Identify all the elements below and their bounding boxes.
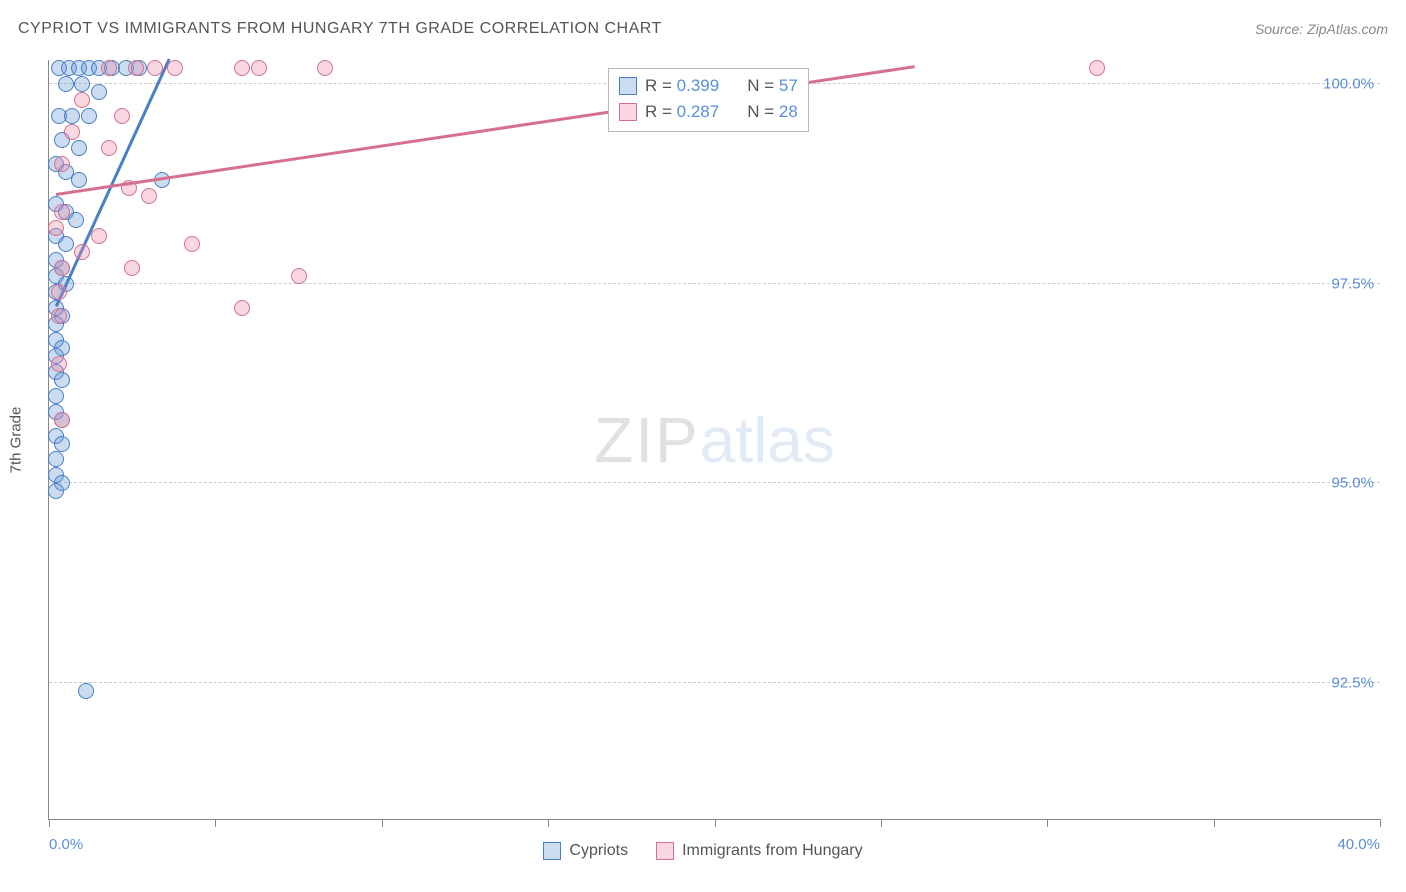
scatter-point [234, 60, 250, 76]
stats-box: R = 0.399 N = 57 R = 0.287 N = 28 [608, 68, 809, 132]
x-tick [49, 819, 50, 827]
scatter-plot: ZIPatlas 92.5%95.0%97.5%100.0%0.0%40.0%R… [48, 60, 1380, 820]
scatter-point [74, 244, 90, 260]
scatter-point [68, 212, 84, 228]
scatter-point [58, 76, 74, 92]
scatter-point [51, 284, 67, 300]
scatter-point [74, 92, 90, 108]
stats-r-label: R = 0.399 [645, 76, 719, 96]
scatter-point [141, 188, 157, 204]
scatter-point [54, 204, 70, 220]
stats-n-label: N = 28 [747, 102, 798, 122]
scatter-point [54, 372, 70, 388]
scatter-point [234, 300, 250, 316]
stats-n-label: N = 57 [747, 76, 798, 96]
scatter-point [54, 412, 70, 428]
scatter-point [51, 308, 67, 324]
scatter-point [48, 451, 64, 467]
gridline [49, 682, 1380, 683]
scatter-point [71, 172, 87, 188]
scatter-point [1089, 60, 1105, 76]
y-tick-label: 92.5% [1331, 675, 1374, 692]
legend-swatch-icon [656, 842, 674, 860]
legend-swatch-icon [543, 842, 561, 860]
scatter-point [74, 76, 90, 92]
stats-swatch-icon [619, 103, 637, 121]
chart-title: CYPRIOT VS IMMIGRANTS FROM HUNGARY 7TH G… [18, 20, 662, 38]
scatter-point [251, 60, 267, 76]
scatter-point [64, 124, 80, 140]
scatter-point [147, 60, 163, 76]
scatter-point [167, 60, 183, 76]
scatter-point [64, 108, 80, 124]
x-tick [215, 819, 216, 827]
gridline [49, 283, 1380, 284]
scatter-point [101, 60, 117, 76]
plot-container: 7th Grade ZIPatlas 92.5%95.0%97.5%100.0%… [48, 60, 1380, 820]
legend-item-hungary: Immigrants from Hungary [656, 842, 863, 860]
x-tick [382, 819, 383, 827]
scatter-point [78, 683, 94, 699]
scatter-point [317, 60, 333, 76]
source-label: Source: ZipAtlas.com [1255, 21, 1388, 37]
scatter-point [101, 140, 117, 156]
scatter-point [71, 140, 87, 156]
scatter-point [128, 60, 144, 76]
chart-header: CYPRIOT VS IMMIGRANTS FROM HUNGARY 7TH G… [18, 20, 1388, 38]
scatter-point [114, 108, 130, 124]
legend-item-cypriots: Cypriots [543, 842, 628, 860]
scatter-point [91, 228, 107, 244]
x-tick [1214, 819, 1215, 827]
y-tick-label: 97.5% [1331, 275, 1374, 292]
legend-label: Cypriots [569, 842, 628, 860]
scatter-point [54, 436, 70, 452]
gridline [49, 482, 1380, 483]
legend: Cypriots Immigrants from Hungary [0, 842, 1406, 860]
scatter-point [58, 236, 74, 252]
y-tick-label: 100.0% [1323, 75, 1374, 92]
scatter-point [291, 268, 307, 284]
watermark-zip: ZIP [594, 404, 700, 476]
scatter-point [81, 108, 97, 124]
x-tick [548, 819, 549, 827]
legend-label: Immigrants from Hungary [682, 842, 863, 860]
scatter-point [124, 260, 140, 276]
watermark: ZIPatlas [594, 403, 835, 477]
y-tick-label: 95.0% [1331, 475, 1374, 492]
x-tick [1380, 819, 1381, 827]
scatter-point [184, 236, 200, 252]
scatter-point [48, 220, 64, 236]
scatter-point [54, 260, 70, 276]
x-tick [1047, 819, 1048, 827]
stats-row: R = 0.287 N = 28 [619, 99, 798, 125]
x-tick [881, 819, 882, 827]
scatter-point [54, 156, 70, 172]
watermark-atlas: atlas [700, 404, 835, 476]
scatter-point [51, 356, 67, 372]
stats-swatch-icon [619, 77, 637, 95]
stats-r-label: R = 0.287 [645, 102, 719, 122]
scatter-point [91, 84, 107, 100]
scatter-point [48, 388, 64, 404]
stats-row: R = 0.399 N = 57 [619, 73, 798, 99]
scatter-point [48, 483, 64, 499]
x-tick [715, 819, 716, 827]
y-axis-label: 7th Grade [8, 407, 25, 474]
